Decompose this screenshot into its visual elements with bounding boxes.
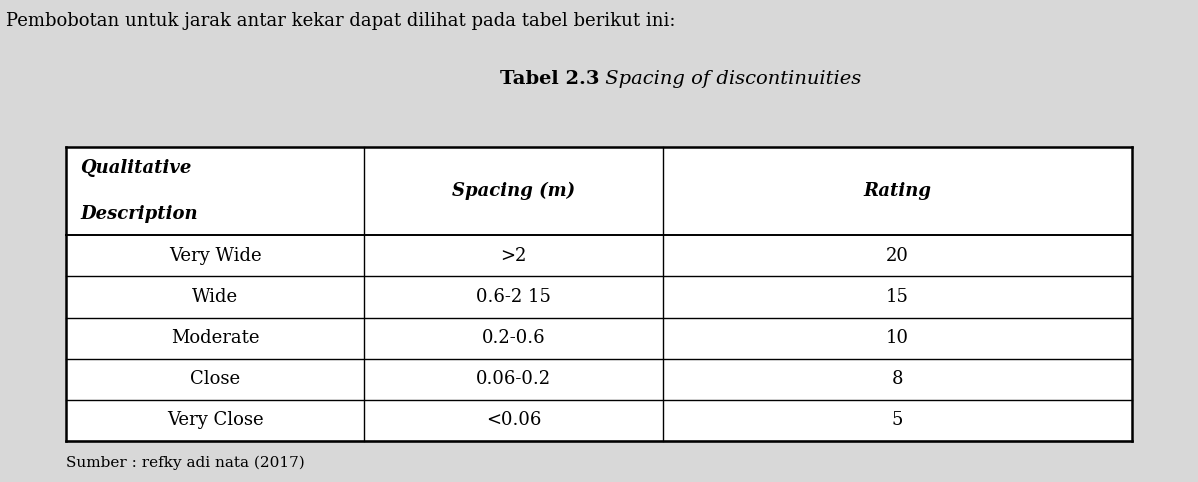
Text: Rating: Rating <box>864 182 932 200</box>
Text: Close: Close <box>190 370 241 388</box>
Text: Tabel 2.3: Tabel 2.3 <box>500 70 599 88</box>
Text: >2: >2 <box>501 247 527 265</box>
Text: Very Wide: Very Wide <box>169 247 261 265</box>
Text: Wide: Wide <box>192 288 238 306</box>
Text: <0.06: <0.06 <box>486 412 541 429</box>
Text: 20: 20 <box>887 247 909 265</box>
Text: 0.2-0.6: 0.2-0.6 <box>482 329 545 347</box>
Text: Pembobotan untuk jarak antar kekar dapat dilihat pada tabel berikut ini:: Pembobotan untuk jarak antar kekar dapat… <box>6 12 676 30</box>
Text: Moderate: Moderate <box>171 329 260 347</box>
Text: Spacing (m): Spacing (m) <box>452 182 575 200</box>
Text: Description: Description <box>80 205 198 223</box>
Text: Very Close: Very Close <box>167 412 264 429</box>
Text: 8: 8 <box>891 370 903 388</box>
Text: 5: 5 <box>891 412 903 429</box>
Text: Sumber : refky adi nata (2017): Sumber : refky adi nata (2017) <box>66 455 304 470</box>
Text: Spacing of discontinuities: Spacing of discontinuities <box>599 70 861 88</box>
Text: 0.06-0.2: 0.06-0.2 <box>476 370 551 388</box>
Text: Qualitative: Qualitative <box>80 159 192 177</box>
Text: 10: 10 <box>887 329 909 347</box>
Text: 15: 15 <box>887 288 909 306</box>
Text: 0.6-2 15: 0.6-2 15 <box>477 288 551 306</box>
